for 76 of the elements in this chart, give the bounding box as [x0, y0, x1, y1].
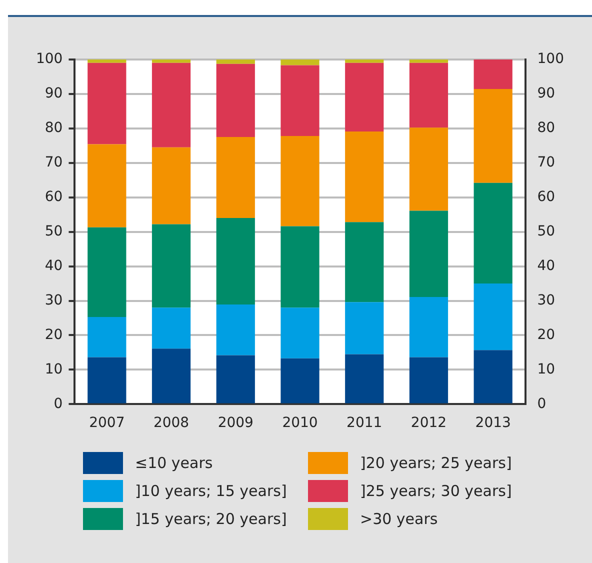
bar	[88, 316, 126, 358]
legend-label: ]20 years; 25 years]	[360, 454, 512, 472]
y2-tick-label: 90	[537, 86, 556, 102]
bar	[216, 64, 255, 137]
y-tick-label: 90	[44, 86, 63, 102]
y-tick-label: 100	[36, 51, 63, 68]
bar	[216, 218, 255, 305]
legend-label: >30 years	[360, 510, 438, 528]
bar	[88, 59, 126, 63]
y-tick-label: 80	[44, 120, 63, 136]
y2-tick-label: 100	[537, 51, 564, 68]
bar	[474, 350, 512, 404]
legend-label: ]10 years; 15 years]	[135, 482, 287, 500]
bar	[216, 355, 255, 404]
bar	[216, 304, 255, 356]
bar	[88, 144, 126, 228]
y2-tick-label: 30	[537, 292, 556, 308]
legend-label: ]15 years; 20 years]	[135, 510, 287, 528]
bar	[152, 62, 191, 148]
bar	[152, 59, 191, 63]
y-tick-label: 70	[44, 154, 63, 170]
legend-label: ≤10 years	[135, 454, 213, 472]
x-tick-label: 2013	[475, 415, 511, 432]
bar	[152, 224, 191, 308]
y-tick-label: 40	[44, 258, 63, 274]
bar	[345, 222, 384, 302]
y2-tick-label: 60	[537, 188, 556, 205]
x-tick-label: 2010	[282, 415, 318, 432]
y-tick-label: 10	[44, 361, 63, 378]
y-tick-label: 30	[44, 292, 63, 308]
bar	[474, 59, 512, 90]
bar	[474, 89, 512, 183]
legend-label: ]25 years; 30 years]	[360, 482, 512, 500]
bar	[345, 131, 384, 222]
bar	[409, 296, 448, 358]
bar	[88, 227, 126, 317]
x-tick-label: 2008	[153, 415, 190, 432]
bar	[216, 136, 255, 218]
x-tick-label: 2011	[346, 415, 382, 432]
bar	[345, 59, 384, 63]
y2-tick-label: 80	[537, 120, 556, 136]
bar	[345, 302, 384, 354]
bar	[409, 59, 448, 63]
y2-tick-label: 50	[537, 223, 556, 240]
bar	[345, 354, 384, 404]
bar	[409, 128, 448, 211]
bar	[474, 182, 512, 284]
x-tick-label: 2007	[89, 415, 125, 432]
bar	[280, 136, 320, 226]
bar	[280, 65, 320, 136]
y2-tick-label: 40	[537, 258, 556, 274]
bar	[474, 284, 512, 350]
y2-tick-label: 70	[537, 154, 556, 170]
y-tick-label: 0	[54, 396, 63, 412]
x-tick-label: 2012	[410, 415, 447, 432]
bar	[345, 62, 384, 132]
y-tick-label: 20	[44, 326, 63, 343]
bar	[409, 62, 448, 128]
y-tick-label: 60	[44, 188, 63, 205]
bar	[409, 210, 448, 297]
bar	[280, 308, 320, 358]
y2-tick-label: 10	[537, 361, 556, 378]
y2-tick-label: 20	[537, 326, 556, 343]
bar	[152, 348, 191, 404]
bar	[280, 59, 320, 66]
bar	[280, 226, 320, 308]
bar	[88, 357, 126, 404]
bar	[88, 62, 126, 144]
y2-tick-label: 0	[537, 396, 546, 412]
bar	[409, 357, 448, 404]
bar	[216, 59, 255, 64]
bar	[280, 358, 320, 404]
x-tick-label: 2009	[218, 415, 254, 432]
bar	[152, 147, 191, 224]
bar	[152, 308, 191, 349]
y-tick-label: 50	[44, 223, 63, 240]
